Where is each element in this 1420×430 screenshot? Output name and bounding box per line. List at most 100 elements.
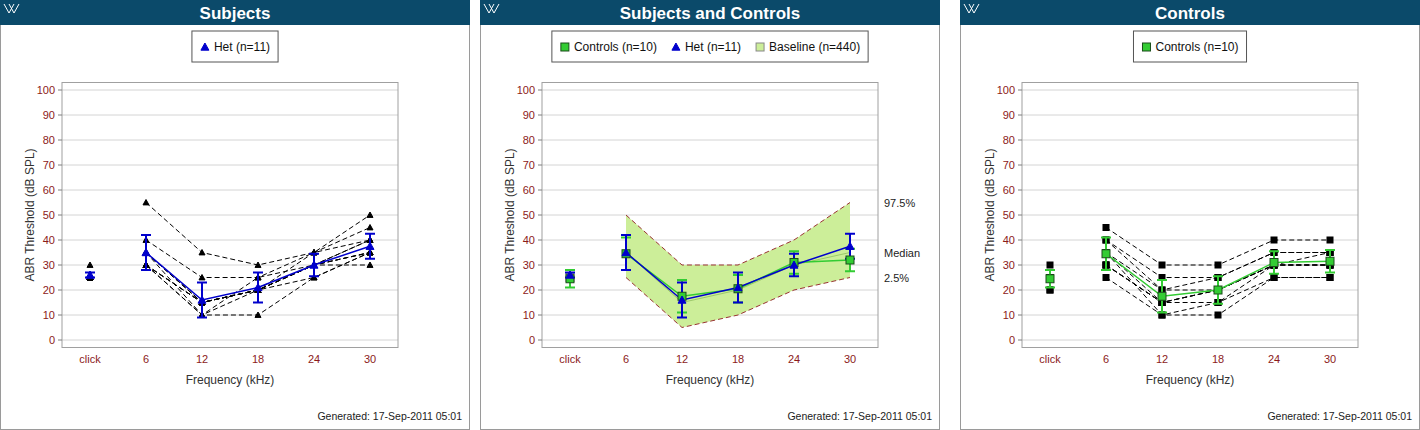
error-bar [845,234,855,259]
individual-point [311,262,317,267]
y-tick [538,190,542,191]
y-tick-label: 10 [523,309,535,321]
plot-data [1045,225,1335,319]
mean-point [622,249,630,256]
x-tick-label: 24 [308,353,320,365]
grid-line [62,115,398,116]
legend: Controls (n=10) [1142,40,1238,54]
plot-data [565,203,855,328]
y-tick-label: 60 [1003,184,1015,196]
grid-line [542,190,878,191]
grid-line [1022,290,1358,291]
mean-point [366,242,374,249]
error-bar [309,254,319,277]
y-tick [538,315,542,316]
y-tick-label: 30 [1003,259,1015,271]
individual-point [1271,275,1277,281]
individual-point [367,212,373,217]
x-tick-label: 6 [1103,353,1109,365]
individual-line [146,228,370,278]
y-tick-label: 90 [1003,109,1015,121]
x-tick-label: 6 [623,353,629,365]
mean-point [142,249,150,256]
x-tick-label: 24 [1268,353,1280,365]
grid-line [62,190,398,191]
y-tick [58,290,62,291]
x-axis-title: Frequency (kHz) [666,373,755,387]
footer: Generated: 17-Sep-2011 05:01 [787,410,932,422]
grid-line [1022,140,1358,141]
y-tick [538,340,542,341]
y-tick-label: 50 [43,209,55,221]
y-tick [1018,165,1022,166]
y-tick-label: 30 [523,259,535,271]
y-tick-label: 80 [43,134,55,146]
panel: Controls0102030405060708090100click61218… [960,0,1420,430]
individual-line [1106,240,1330,278]
y-tick [538,240,542,241]
legend-marker [201,43,209,50]
individual-line [146,253,370,303]
individual-line [146,240,370,315]
header-bar [960,0,1420,25]
y-tick [538,290,542,291]
plot-frame [542,83,878,348]
legend-label: Baseline (n=440) [769,40,860,54]
individual-line [146,240,370,303]
individual-point [255,312,261,317]
mean-point [1326,257,1334,265]
grid-line [62,215,398,216]
x-tick-label: 6 [143,353,149,365]
y-tick [538,115,542,116]
individual-point [1215,262,1221,268]
x-tick-label: 24 [788,353,800,365]
header-bar [0,0,470,25]
x-tick-label: click [79,353,101,365]
y-tick [1018,315,1022,316]
grid-line [542,115,878,116]
y-tick-label: 70 [523,159,535,171]
y-tick-label: 10 [1003,309,1015,321]
error-bar [253,273,263,303]
y-tick [58,90,62,91]
grid-line [62,315,398,316]
error-bar [1325,250,1335,273]
x-axis-title: Frequency (kHz) [186,373,275,387]
individual-point [311,262,317,267]
grid-line [1022,90,1358,91]
y-tick [58,165,62,166]
title: Subjects [200,4,271,23]
y-tick-label: 60 [43,184,55,196]
individual-line [146,265,370,303]
individual-line [146,253,370,316]
individual-point [1271,237,1277,243]
y-tick [58,140,62,141]
grid-line [1022,190,1358,191]
x-axis-title: Frequency (kHz) [1146,373,1235,387]
individual-point [311,262,317,267]
mean-point [1046,275,1054,283]
title: Subjects and Controls [620,4,800,23]
individual-point [143,200,149,205]
error-bar [1101,238,1111,271]
grid-line [62,240,398,241]
error-bar [1157,280,1167,313]
y-tick-label: 60 [523,184,535,196]
y-tick [58,315,62,316]
grid-line [1022,215,1358,216]
band-label: 97.5% [884,197,915,209]
y-tick-label: 50 [523,209,535,221]
y-tick [538,215,542,216]
error-bar [1213,276,1223,304]
y-tick-label: 80 [523,134,535,146]
logo [964,4,979,13]
band-label: Median [884,247,920,259]
mean-point [846,256,854,264]
y-tick-label: 20 [1003,284,1015,296]
individual-point [87,262,93,267]
y-tick-label: 20 [43,284,55,296]
logo [484,4,499,13]
legend-label: Controls (n=10) [1155,40,1238,54]
individual-line [146,253,370,303]
y-tick-label: 20 [523,284,535,296]
